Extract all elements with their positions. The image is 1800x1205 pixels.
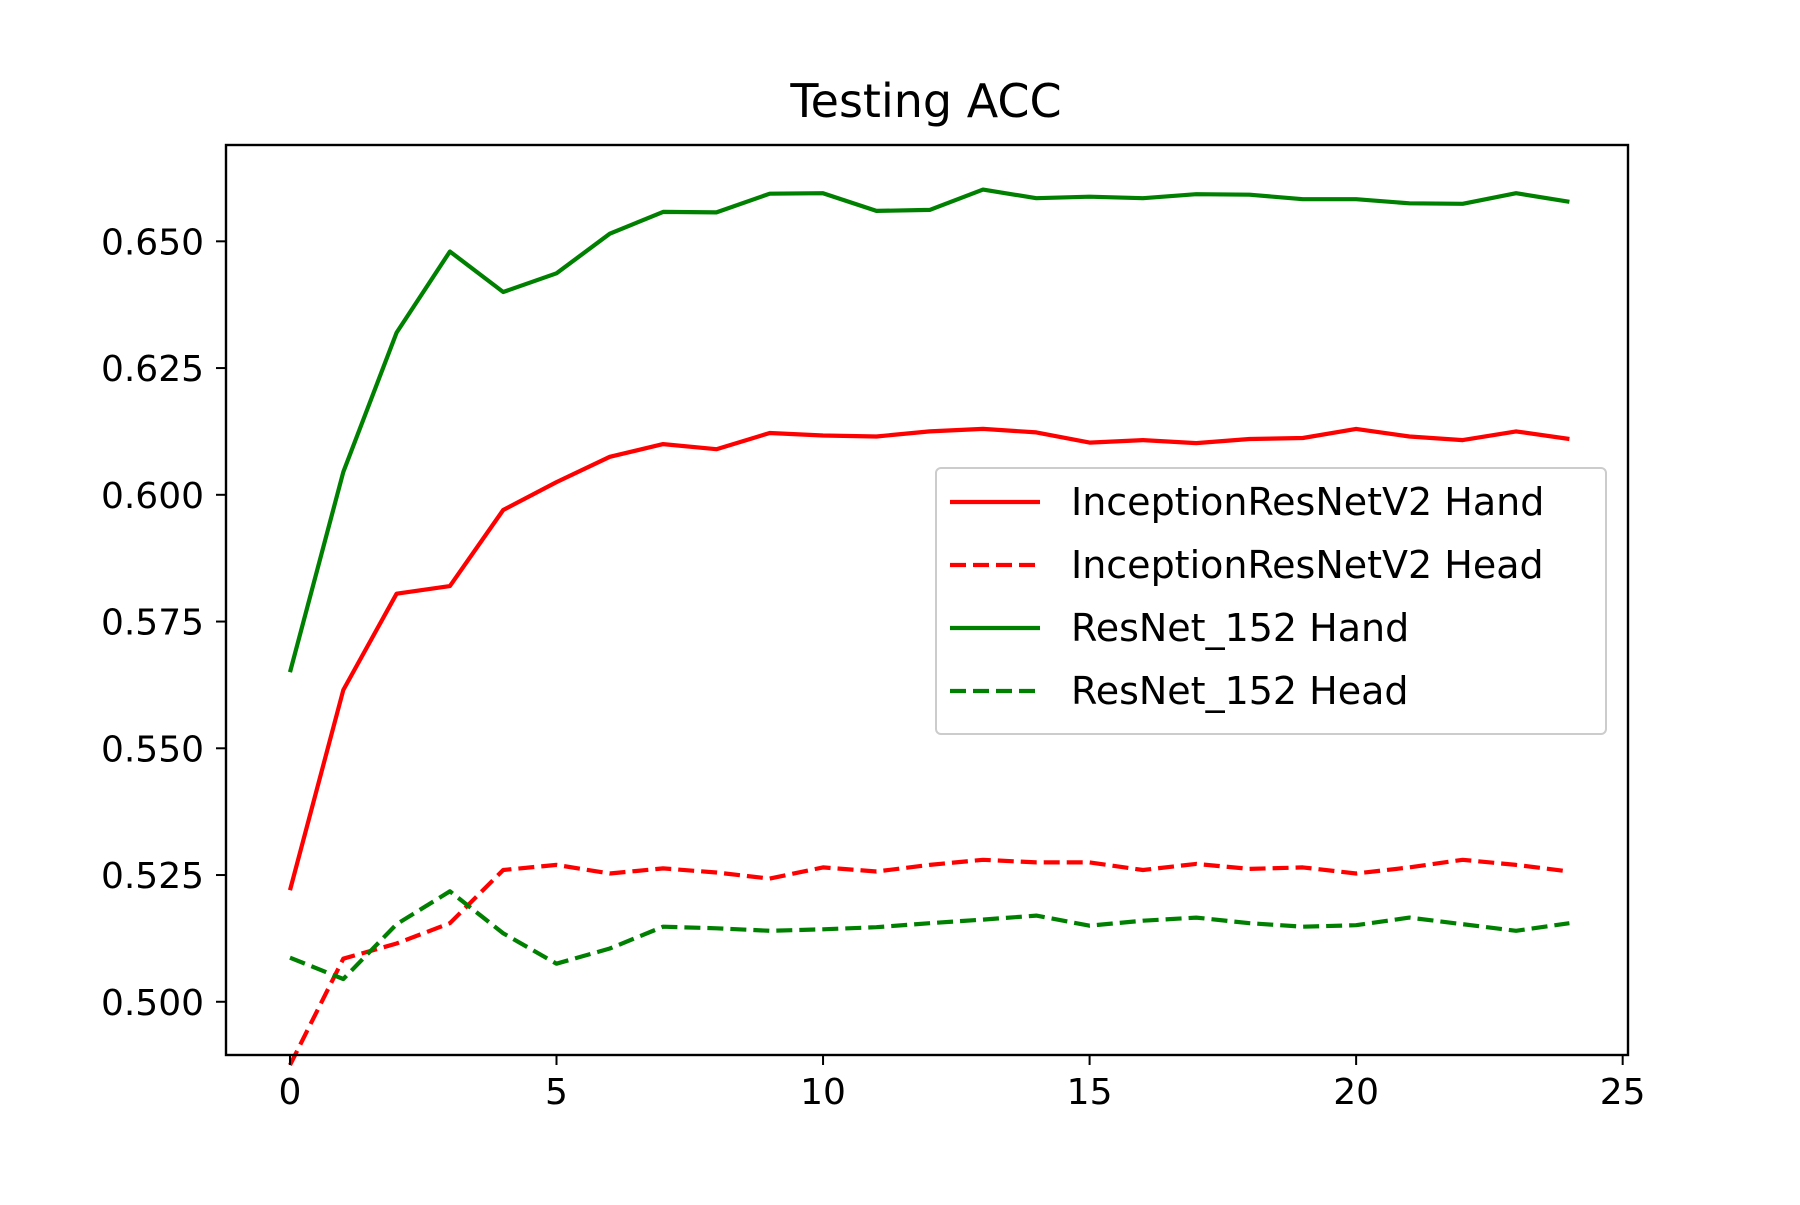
- legend-box: [935, 467, 1607, 735]
- series-line-2: [288, 857, 1570, 1067]
- series-line-4: [289, 889, 1570, 982]
- legend-label: InceptionResNetV2 Head: [1071, 543, 1544, 587]
- plot-frame: [224, 143, 1630, 1057]
- legend-label: InceptionResNetV2 Hand: [1071, 480, 1544, 524]
- x-tick-label: 5: [545, 1072, 568, 1113]
- y-tick-label: 0.525: [101, 856, 204, 897]
- y-tick-label: 0.625: [101, 349, 204, 390]
- y-tick-label: 0.650: [101, 222, 204, 263]
- x-tick-label: 25: [1600, 1072, 1646, 1113]
- x-tick-label: 20: [1333, 1072, 1379, 1113]
- x-tick-label: 15: [1067, 1072, 1113, 1113]
- x-tick-label: 10: [800, 1072, 846, 1113]
- y-tick-label: 0.500: [101, 983, 204, 1024]
- x-axis: 0 5 10 15 20 25: [279, 1055, 1646, 1113]
- y-tick-label: 0.575: [101, 603, 204, 644]
- legend-label: ResNet_152 Hand: [1071, 606, 1409, 650]
- legend: InceptionResNetV2 Hand InceptionResNetV2 …: [935, 467, 1607, 735]
- plot-lines: [287, 187, 1570, 1067]
- legend-label: ResNet_152 Head: [1071, 669, 1409, 713]
- chart-title: Testing ACC: [789, 74, 1061, 128]
- series-line-1: [287, 426, 1570, 891]
- y-tick-label: 0.550: [101, 729, 204, 770]
- y-axis: 0.500 0.525 0.550 0.575 0.600 0.625 0.650: [101, 222, 226, 1024]
- x-tick-label: 0: [279, 1072, 302, 1113]
- series-line-3: [287, 187, 1570, 673]
- y-tick-label: 0.600: [101, 476, 204, 517]
